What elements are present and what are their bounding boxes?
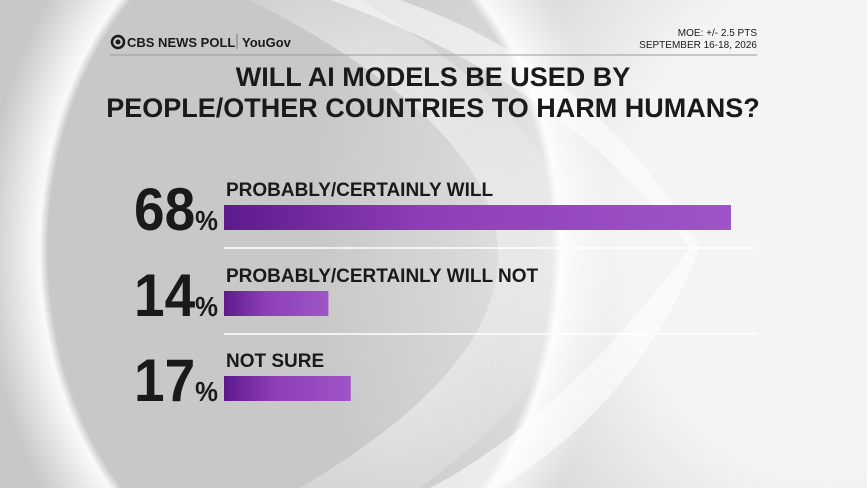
bar (224, 376, 351, 401)
moe: MOE: +/- 2.5 PTS (678, 28, 758, 39)
category-label: PROBABLY/CERTAINLY WILL NOT (226, 266, 539, 287)
chart-title: PEOPLE/OTHER COUNTRIES TO HARM HUMANS? (106, 93, 760, 123)
value-label: 68% (134, 176, 218, 243)
cbs-eye (115, 39, 121, 45)
category-label: PROBABLY/CERTAINLY WILL (226, 180, 493, 201)
chart-title: WILL AI MODELS BE USED BY (236, 62, 631, 92)
value-label: 14% (134, 262, 218, 329)
swoosh (330, 0, 700, 488)
partner: YouGov (242, 35, 292, 50)
bar (224, 291, 329, 316)
dates: SEPTEMBER 16-18, 2026 (639, 40, 757, 51)
swoosh (250, 0, 577, 488)
brand: CBS NEWS POLL (127, 35, 235, 50)
category-label: NOT SURE (226, 351, 324, 372)
value-label: 17% (134, 347, 218, 414)
cbs-eye (110, 34, 126, 50)
bar (224, 205, 731, 230)
